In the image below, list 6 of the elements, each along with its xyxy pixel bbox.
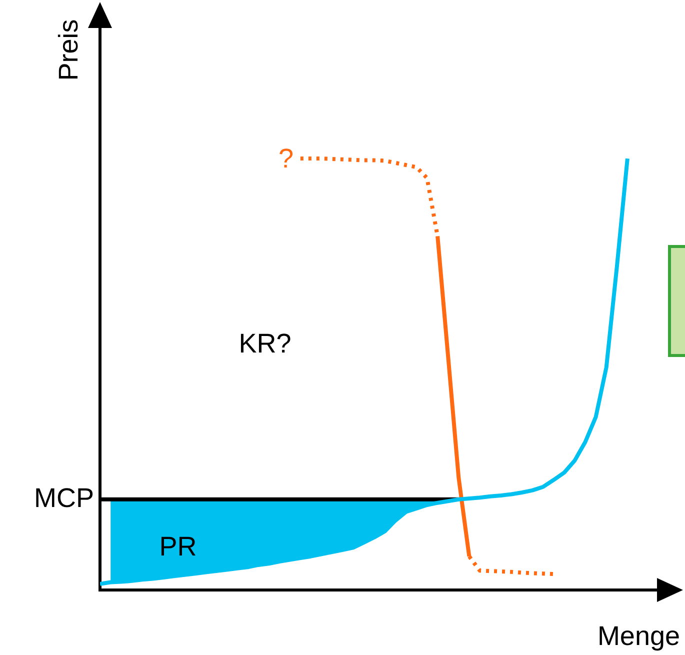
annotation: KR? (238, 328, 292, 358)
annotation: ? (278, 143, 294, 174)
y-axis-title: Preis (53, 19, 84, 81)
x-axis-title: Menge (597, 621, 680, 651)
annotation: PR (159, 531, 197, 562)
text: MCP (34, 482, 94, 513)
